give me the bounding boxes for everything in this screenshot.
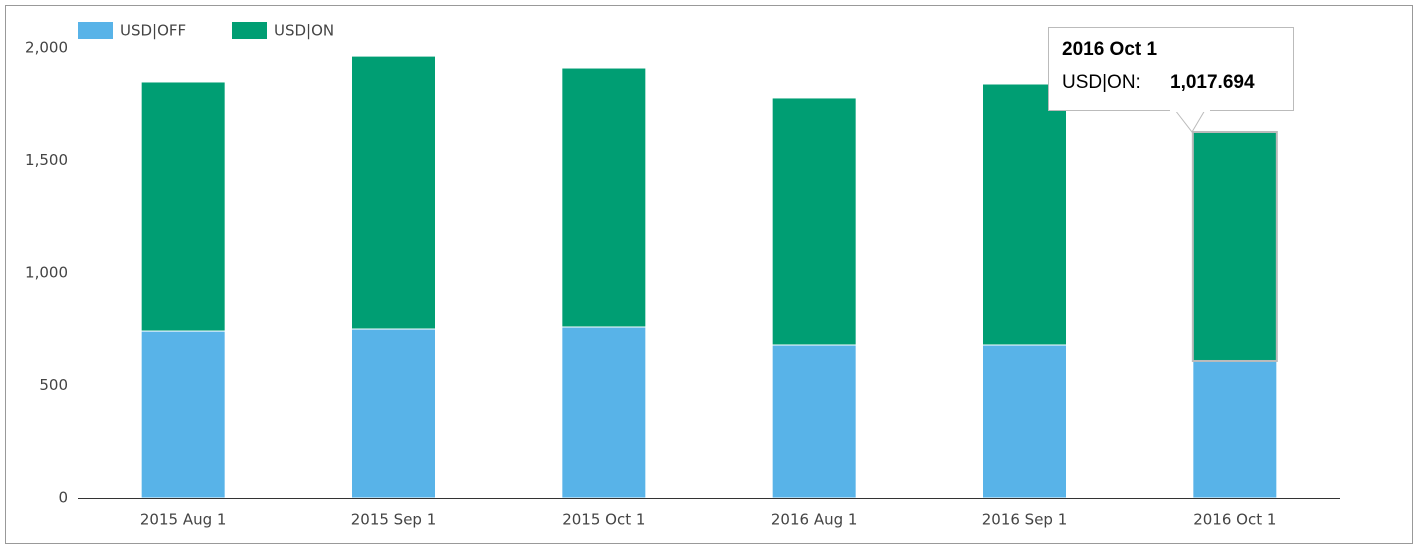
bar-segment [561,67,647,328]
legend-swatch [232,22,267,39]
tooltip-value: 1,017.694 [1170,72,1255,93]
y-tick-label: 2,000 [25,39,68,57]
bar-segment [561,326,647,499]
y-tick-label: 0 [58,489,68,507]
y-tick-label: 1,000 [25,264,68,282]
legend-swatch [78,22,113,39]
bar-segment [771,97,857,346]
x-tick-label: 2015 Aug 1 [140,511,227,529]
bar-segment [982,83,1067,346]
plot: 0 500 1,000 1,500 2,000 USD|OFF USD|ON 2015 Aug… [25,22,1278,529]
y-tick-label: 1,500 [25,151,68,169]
tooltip: 2016 Oct 1 USD|ON: 1,017.694 [1048,27,1294,133]
x-tick-label: 2016 Oct 1 [1193,511,1276,529]
bar-segment [1192,360,1278,499]
tooltip-label: USD|ON: [1062,72,1141,93]
tooltip-title: 2016 Oct 1 [1062,39,1157,60]
bar-segment [351,55,436,330]
bar-segment [351,328,436,499]
x-tick-label: 2016 Aug 1 [771,511,858,529]
bar-segment [140,330,226,499]
tooltip-joint [1170,108,1210,112]
bar-segment [771,344,857,499]
bar-segment [1191,130,1278,362]
bar-segment [140,81,226,332]
bar-segment [982,344,1067,499]
x-tick-label: 2015 Oct 1 [562,511,645,529]
legend-label: USD|ON [274,22,334,40]
legend-label: USD|OFF [120,22,186,40]
x-tick-label: 2015 Sep 1 [351,511,437,529]
tooltip-box [1048,27,1294,111]
y-tick-label: 500 [39,376,68,394]
x-tick-label: 2016 Sep 1 [982,511,1068,529]
